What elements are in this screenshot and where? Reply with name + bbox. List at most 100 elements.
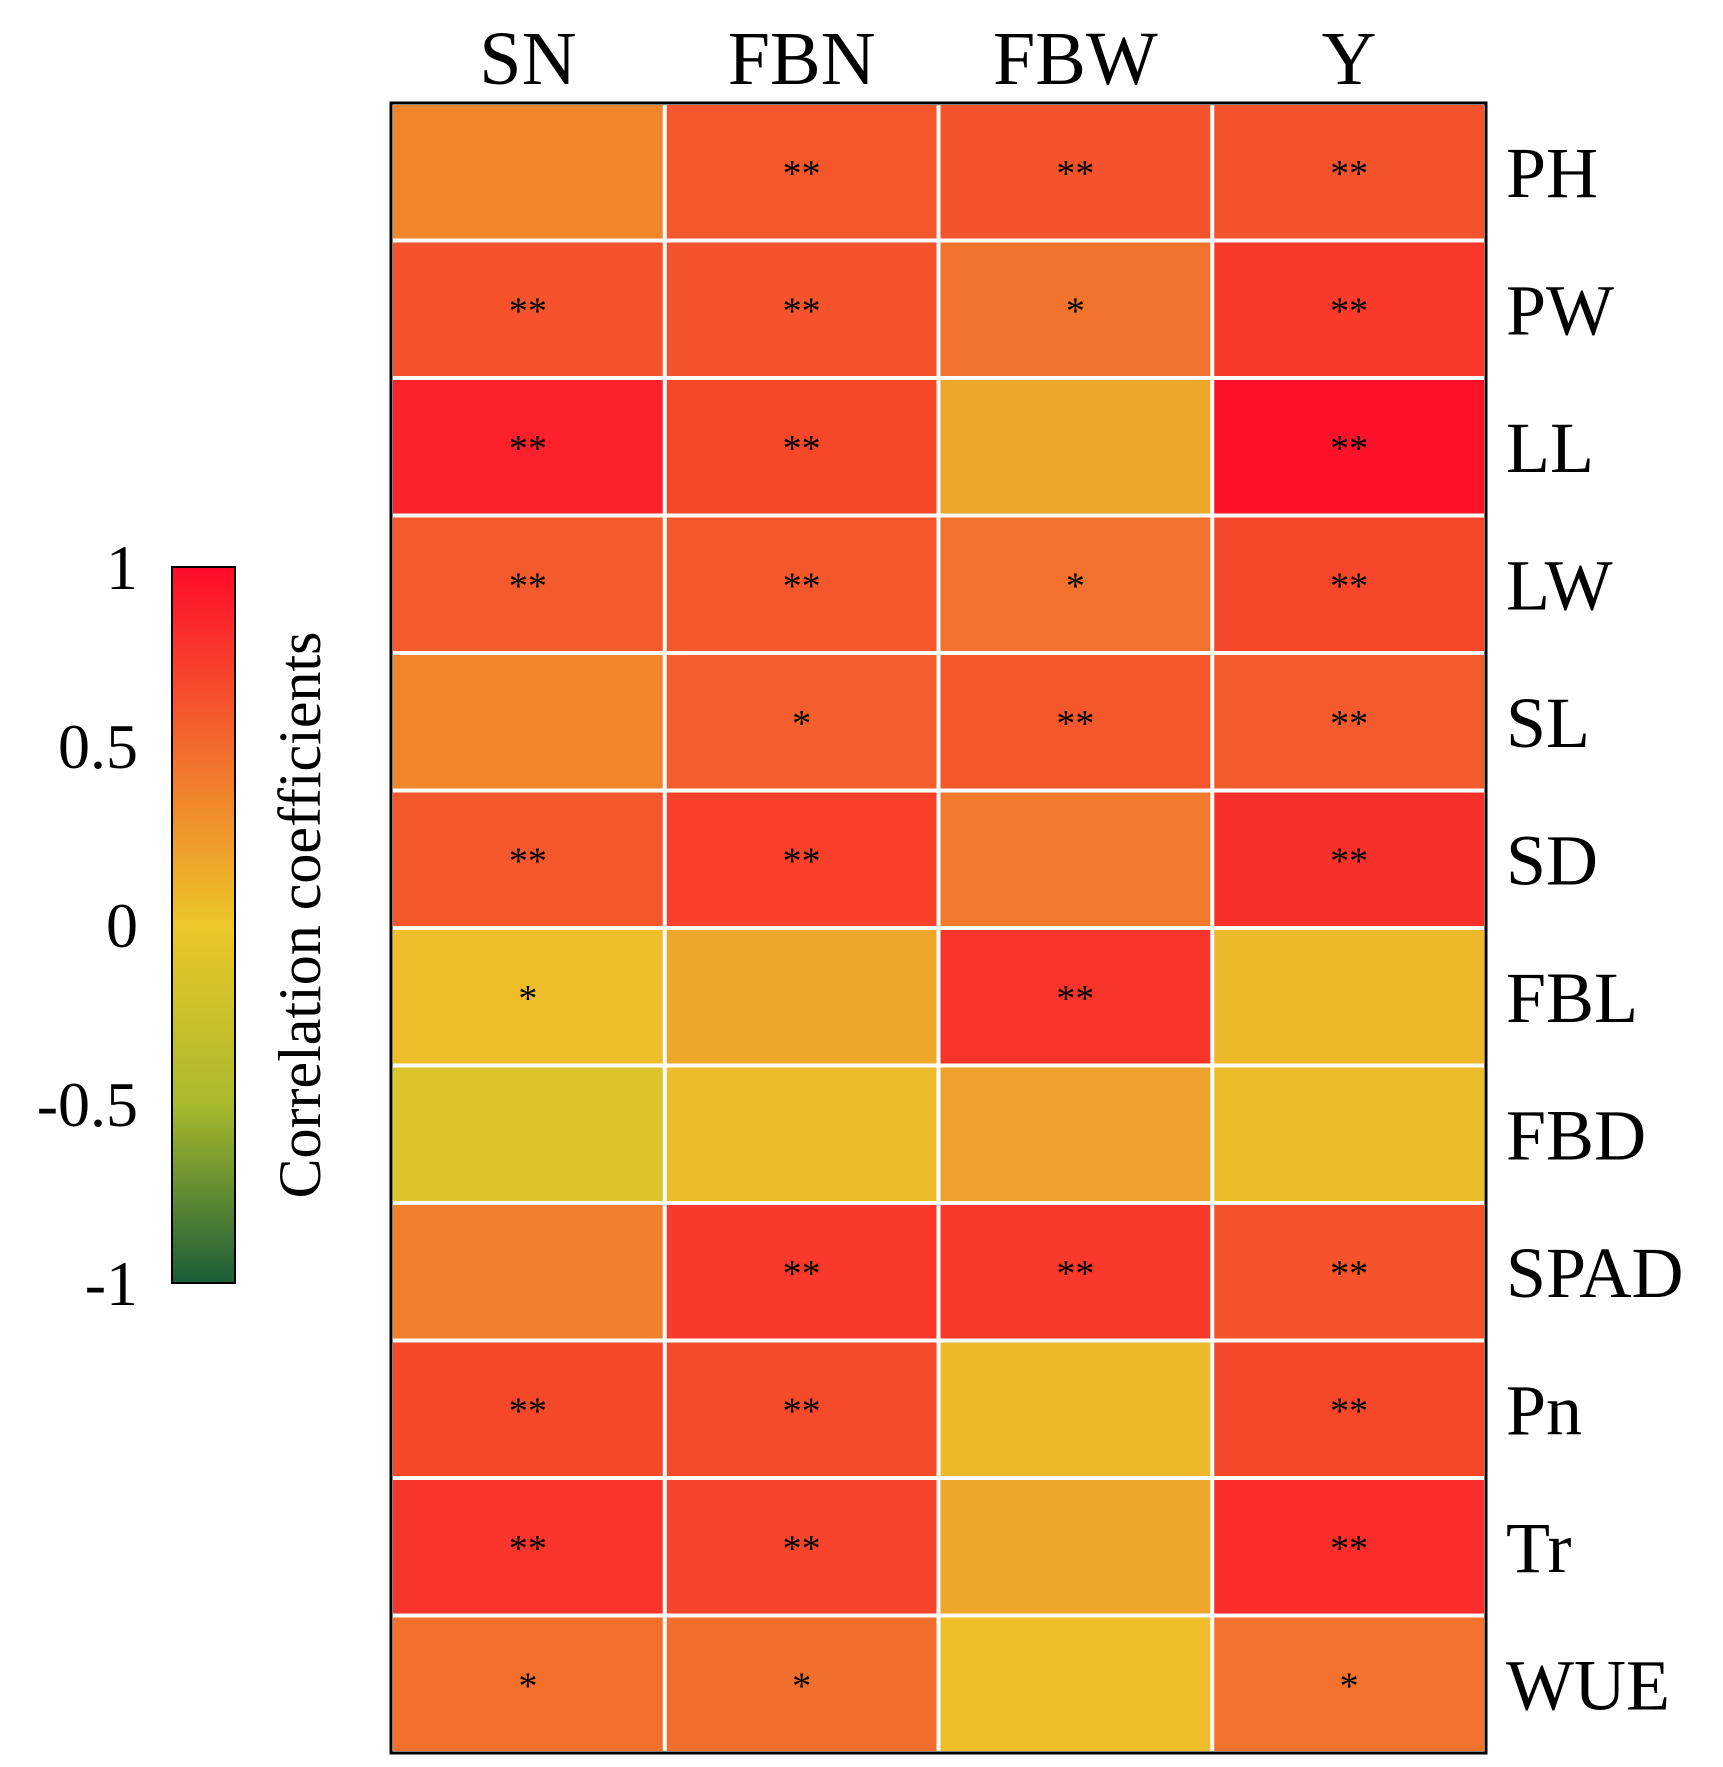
- row-label: Pn: [1506, 1370, 1582, 1450]
- heatmap-cell-SPAD-FBW: [940, 1205, 1211, 1339]
- heatmap-cell-SD-Y: [1214, 792, 1484, 926]
- heatmap-cell-WUE-FBW: [940, 1617, 1211, 1751]
- significance-mark: **: [509, 290, 547, 332]
- heatmap-cell-PW-FBW: [940, 242, 1211, 376]
- significance-mark: **: [1330, 1390, 1368, 1432]
- heatmap-cell-PW-Y: [1214, 242, 1484, 376]
- heatmap-cell-SPAD-FBN: [666, 1205, 937, 1339]
- heatmap-cell-PH-SN: [393, 105, 663, 239]
- heatmap-cell-FBD-SN: [393, 1067, 663, 1201]
- heatmap-cell-LL-FBN: [666, 380, 937, 514]
- heatmap-cell-FBL-FBW: [940, 930, 1211, 1064]
- heatmap-cell-PH-FBW: [940, 105, 1211, 239]
- heatmap-cell-LL-SN: [393, 380, 663, 514]
- significance-mark: **: [783, 840, 821, 882]
- colorbar-tick-label: 0: [106, 890, 138, 961]
- row-label: PW: [1506, 270, 1614, 350]
- heatmap-cell-SL-FBN: [666, 655, 937, 789]
- column-labels: SN FBN FBW Y: [479, 17, 1376, 101]
- heatmap-cell-LW-FBW: [940, 517, 1211, 651]
- significance-mark: *: [792, 1665, 811, 1707]
- colorbar-tick-label: 0.5: [58, 711, 138, 782]
- significance-mark: **: [509, 428, 547, 470]
- heatmap-cell-LL-Y: [1214, 380, 1484, 514]
- row-label: SD: [1506, 820, 1598, 900]
- heatmap-cell-FBD-Y: [1214, 1067, 1484, 1201]
- heatmap-cell-Pn-SN: [393, 1342, 663, 1476]
- colorbar-tick-label: -1: [85, 1248, 138, 1319]
- row-label: LW: [1506, 545, 1613, 625]
- heatmap-cell-WUE-Y: [1214, 1617, 1484, 1751]
- heatmap-cell-LW-SN: [393, 517, 663, 651]
- colorbar: 1 0.5 0 -0.5 -1 Correlation coefficients: [37, 532, 333, 1319]
- significance-mark: **: [509, 565, 547, 607]
- heatmap-cell-Tr-FBN: [666, 1480, 937, 1614]
- significance-mark: **: [1330, 1528, 1368, 1570]
- heatmap-cell-Tr-SN: [393, 1480, 663, 1614]
- significance-mark: **: [1056, 1253, 1094, 1295]
- significance-mark: **: [509, 1390, 547, 1432]
- significance-mark: **: [1056, 153, 1094, 195]
- column-label: FBN: [728, 17, 876, 101]
- colorbar-tick-label: 1: [106, 532, 138, 603]
- heatmap-cell-SPAD-Y: [1214, 1205, 1484, 1339]
- significance-mark: **: [1330, 840, 1368, 882]
- heatmap-cell-WUE-SN: [393, 1617, 663, 1751]
- row-label: WUE: [1506, 1645, 1670, 1725]
- heatmap-cell-Tr-Y: [1214, 1480, 1484, 1614]
- heatmap-cell-SD-FBW: [940, 792, 1211, 926]
- heatmap-cell-FBD-FBN: [666, 1067, 937, 1201]
- heatmap-cell-FBL-SN: [393, 930, 663, 1064]
- significance-mark: *: [1340, 1665, 1359, 1707]
- heatmap-cells: [393, 105, 1484, 1751]
- heatmap-cell-SD-SN: [393, 792, 663, 926]
- heatmap-cell-FBD-FBW: [940, 1067, 1211, 1201]
- heatmap-cell-PW-SN: [393, 242, 663, 376]
- heatmap-cell-SPAD-SN: [393, 1205, 663, 1339]
- heatmap-cell-LW-Y: [1214, 517, 1484, 651]
- heatmap-cell-WUE-FBN: [666, 1617, 937, 1751]
- significance-mark: *: [792, 703, 811, 745]
- row-label: LL: [1506, 408, 1594, 488]
- heatmap-cell-PH-Y: [1214, 105, 1484, 239]
- significance-mark: **: [1056, 978, 1094, 1020]
- significance-mark: *: [1066, 565, 1085, 607]
- significance-mark: *: [518, 978, 537, 1020]
- significance-mark: **: [1330, 565, 1368, 607]
- heatmap-cell-SD-FBN: [666, 792, 937, 926]
- heatmap-cell-SL-Y: [1214, 655, 1484, 789]
- significance-mark: **: [783, 1390, 821, 1432]
- significance-mark: **: [783, 428, 821, 470]
- heatmap-cell-LL-FBW: [940, 380, 1211, 514]
- significance-mark: **: [1330, 290, 1368, 332]
- row-label: FBD: [1506, 1095, 1646, 1175]
- heatmap-cell-FBL-Y: [1214, 930, 1484, 1064]
- significance-mark: **: [783, 565, 821, 607]
- significance-mark: **: [783, 1528, 821, 1570]
- column-label: SN: [479, 17, 576, 101]
- heatmap-cell-Pn-FBW: [940, 1342, 1211, 1476]
- significance-mark: *: [518, 1665, 537, 1707]
- significance-mark: **: [509, 1528, 547, 1570]
- significance-mark: **: [783, 153, 821, 195]
- row-labels: PH PW LL LW SL SD FBL FBD SPAD Pn Tr WUE: [1506, 133, 1683, 1726]
- significance-mark: **: [1330, 153, 1368, 195]
- heatmap-cell-SL-FBW: [940, 655, 1211, 789]
- heatmap-cell-PH-FBN: [666, 105, 937, 239]
- significance-mark: **: [783, 1253, 821, 1295]
- heatmap-frame: [389, 101, 1488, 1755]
- heatmap-cell-SL-SN: [393, 655, 663, 789]
- column-label: Y: [1322, 17, 1377, 101]
- significance-mark: **: [1330, 703, 1368, 745]
- row-label: FBL: [1506, 958, 1638, 1038]
- significance-mark: *: [1066, 290, 1085, 332]
- heatmap-cell-Pn-FBN: [666, 1342, 937, 1476]
- heatmap-cell-Pn-Y: [1214, 1342, 1484, 1476]
- row-label: Tr: [1506, 1508, 1571, 1588]
- heatmap-cell-Tr-FBW: [940, 1480, 1211, 1614]
- significance-mark: **: [1330, 428, 1368, 470]
- row-label: PH: [1506, 133, 1598, 213]
- significance-mark: **: [783, 290, 821, 332]
- heatmap-cell-LW-FBN: [666, 517, 937, 651]
